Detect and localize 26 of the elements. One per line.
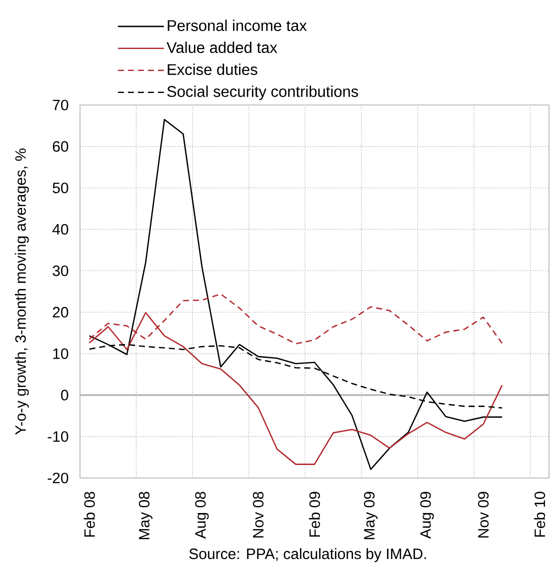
legend-label: Personal income tax (168, 20, 307, 32)
x-tick-label: May 08 (138, 492, 152, 540)
legend-label: Excise duties (168, 64, 258, 76)
y-tick-label: -20 (48, 472, 68, 484)
source-note: Source: PPA; calculations by IMAD. (189, 548, 426, 562)
x-tick-label: May 09 (364, 492, 378, 540)
y-tick-label: 20 (52, 306, 68, 318)
legend-label: Social security contributions (167, 86, 358, 100)
y-tick-label: 70 (52, 100, 68, 110)
y-tick-label: 40 (52, 224, 68, 235)
line-series (88, 118, 503, 470)
x-tick-label: Nov 08 (252, 492, 264, 538)
y-tick-label: 10 (53, 348, 68, 359)
x-tick-label: Nov 09 (478, 492, 489, 538)
y-tick-label: 30 (52, 265, 68, 276)
y-tick-label: 60 (52, 141, 68, 152)
x-tick-label: Aug 08 (195, 492, 209, 539)
y-tick-label: 0 (61, 390, 68, 400)
x-tick-label: Aug 09 (420, 492, 434, 539)
legend-label: Value added tax (166, 42, 278, 54)
x-tick-label: Feb 10 (534, 492, 546, 537)
x-tick-label: Feb 08 (84, 492, 95, 537)
y-tick-label: 50 (52, 182, 68, 194)
y-axis-title: Y-o-y growth, 3-month moving averages, % (14, 148, 29, 435)
x-tick-label: Feb 09 (308, 492, 320, 537)
y-tick-label: -10 (48, 431, 68, 442)
